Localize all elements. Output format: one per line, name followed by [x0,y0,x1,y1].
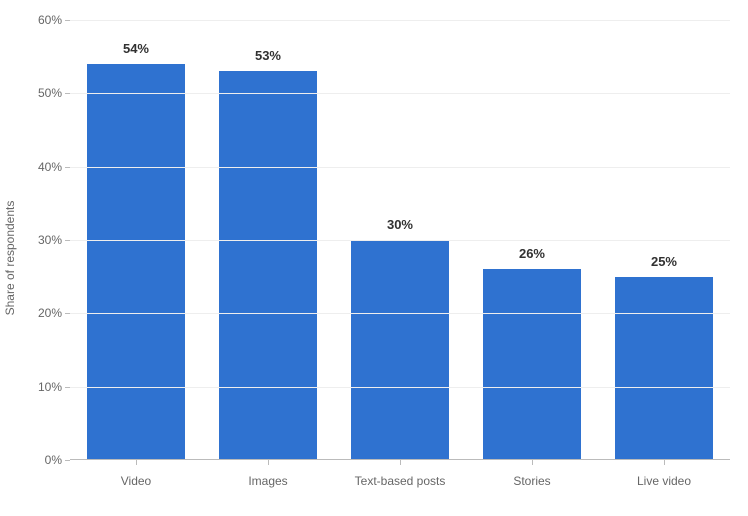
y-tick-label: 20% [38,306,62,320]
bar-value-label: 25% [651,254,677,269]
x-tick-mark [136,460,137,465]
y-tick-mark [65,313,70,314]
bar-value-label: 54% [123,41,149,56]
y-tick-label: 50% [38,86,62,100]
y-tick-label: 30% [38,233,62,247]
x-tick-label: Video [121,474,151,488]
gridline [70,167,730,168]
y-tick-mark [65,387,70,388]
y-tick-mark [65,460,70,461]
x-tick-mark [664,460,665,465]
x-tick-mark [400,460,401,465]
y-tick-mark [65,20,70,21]
y-tick-label: 10% [38,380,62,394]
gridline [70,240,730,241]
bar-value-label: 30% [387,217,413,232]
bar: 54% [87,64,185,460]
plot-area: 54%53%30%26%25% 0%10%20%30%40%50%60%Vide… [70,20,730,460]
x-tick-label: Stories [513,474,550,488]
gridline [70,387,730,388]
y-axis-label: Share of respondents [3,201,17,316]
x-tick-mark [268,460,269,465]
x-tick-label: Live video [637,474,691,488]
gridline [70,93,730,94]
bar-value-label: 53% [255,48,281,63]
y-tick-label: 40% [38,160,62,174]
gridline [70,20,730,21]
y-tick-mark [65,93,70,94]
bar-value-label: 26% [519,246,545,261]
bar: 30% [351,240,449,460]
bar: 26% [483,269,581,460]
bar: 53% [219,71,317,460]
x-tick-mark [532,460,533,465]
x-tick-label: Images [248,474,287,488]
gridline [70,313,730,314]
y-tick-mark [65,240,70,241]
y-tick-label: 60% [38,13,62,27]
x-tick-label: Text-based posts [355,474,446,488]
y-tick-label: 0% [45,453,62,467]
bar-chart: Share of respondents 54% 53% 30% 26% 25% 0% 1… [0,0,748,516]
bar: 25% [615,277,713,460]
y-tick-mark [65,167,70,168]
